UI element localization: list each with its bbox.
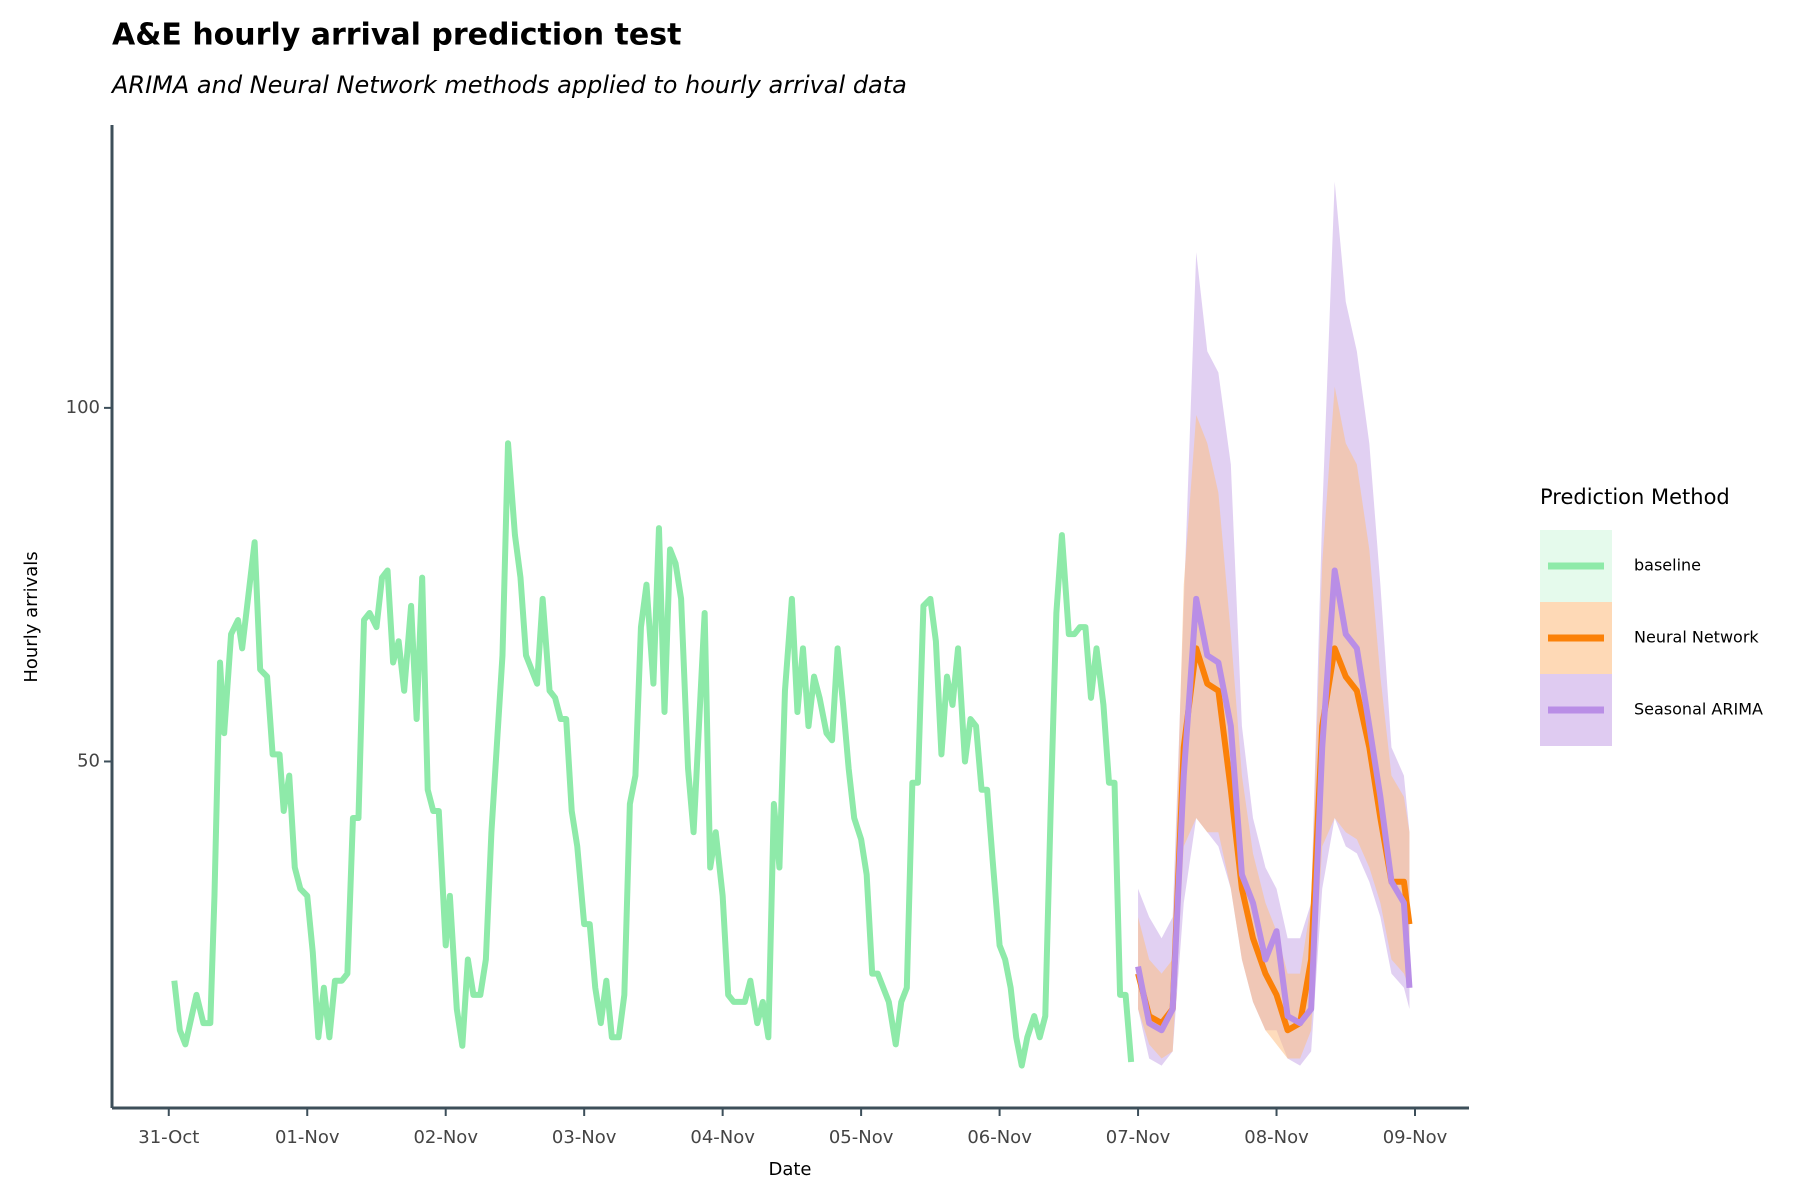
- x-tick-label: 02-Nov: [413, 1127, 478, 1148]
- legend-label: Neural Network: [1634, 628, 1759, 647]
- y-tick-label: 100: [66, 397, 100, 418]
- chart-subtitle: ARIMA and Neural Network methods applied…: [110, 71, 907, 99]
- legend-label: baseline: [1634, 556, 1701, 575]
- x-tick-label: 03-Nov: [552, 1127, 617, 1148]
- legend-label: Seasonal ARIMA: [1634, 700, 1763, 719]
- x-tick-label: 01-Nov: [275, 1127, 340, 1148]
- confidence-band: [1138, 181, 1410, 1066]
- y-tick-label: 50: [77, 750, 100, 771]
- x-tick-label: 31-Oct: [138, 1127, 199, 1148]
- x-axis-label: Date: [768, 1159, 811, 1180]
- series-line: [1135, 567, 1413, 1034]
- x-tick-label: 06-Nov: [967, 1127, 1032, 1148]
- chart-title: A&E hourly arrival prediction test: [112, 18, 681, 53]
- series-line: [171, 440, 1135, 1069]
- legend-title: Prediction Method: [1540, 485, 1730, 509]
- x-tick-label: 04-Nov: [690, 1127, 755, 1148]
- x-tick-label: 08-Nov: [1244, 1127, 1309, 1148]
- confidence-band: [1138, 386, 1410, 1059]
- y-axis-label: Hourly arrivals: [21, 551, 42, 682]
- x-tick-label: 07-Nov: [1106, 1127, 1171, 1148]
- x-tick-label: 05-Nov: [829, 1127, 894, 1148]
- x-tick-label: 09-Nov: [1383, 1127, 1448, 1148]
